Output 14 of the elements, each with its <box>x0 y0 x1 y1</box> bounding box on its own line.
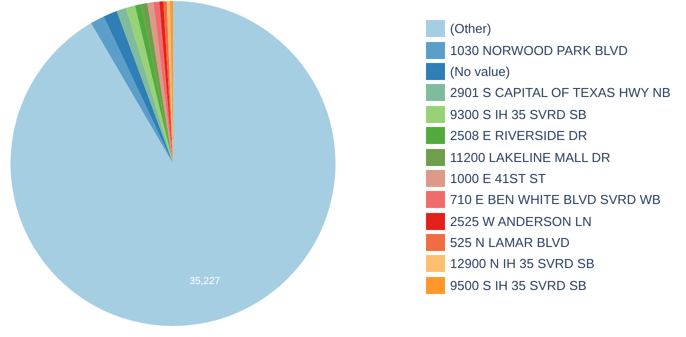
legend-label: 1000 E 41ST ST <box>450 170 546 186</box>
legend-label: 11200 LAKELINE MALL DR <box>450 150 610 165</box>
legend-label: 2508 E RIVERSIDE DR <box>450 128 588 144</box>
legend-label: 2901 S CAPITAL OF TEXAS HWY NB <box>450 85 671 100</box>
legend-label: 2525 W ANDERSON LN <box>450 214 592 229</box>
legend-label: 710 E BEN WHITE BLVD SVRD WB <box>450 192 661 208</box>
legend-label: 1030 NORWOOD PARK BLVD <box>450 42 628 58</box>
data-label: 35,227 <box>190 276 221 287</box>
legend-label: 12900 N IH 35 SVRD SB <box>450 256 595 272</box>
legend-label: 9500 S IH 35 SVRD SB <box>450 278 587 293</box>
legend-label: 9300 S IH 35 SVRD SB <box>450 106 587 122</box>
legend-label: (Other) <box>450 21 492 36</box>
legend-label: (No value) <box>450 64 510 79</box>
legend-label: 525 N LAMAR BLVD <box>450 235 570 250</box>
